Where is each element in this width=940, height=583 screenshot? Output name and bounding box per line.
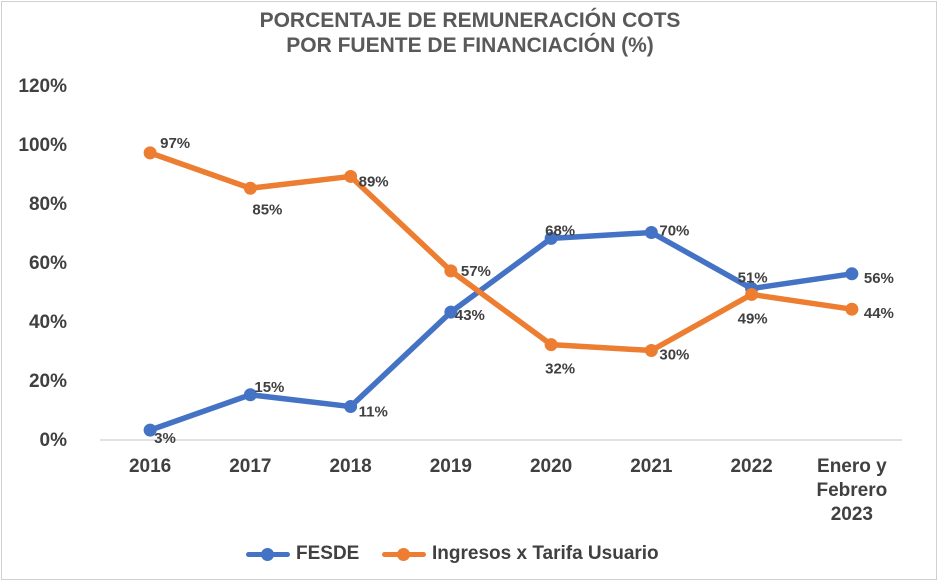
data-point-fesde — [644, 226, 658, 239]
x-tick-label: 2020 — [530, 456, 572, 477]
data-point-fesde — [243, 388, 257, 402]
y-tick-label: 20% — [29, 371, 67, 392]
legend-label-fesde: FESDE — [296, 543, 360, 564]
chart-title-line-1: PORCENTAJE DE REMUNERACIÓN COTS — [259, 9, 681, 32]
data-point-ingresos-x-tarifa-usuario — [143, 146, 157, 160]
x-tick-label: 2019 — [430, 456, 472, 477]
chart-title: PORCENTAJE DE REMUNERACIÓN COTS POR FUEN… — [0, 8, 940, 58]
y-axis: 0% 20% 40% 60% 80% 100% 120% — [18, 76, 67, 451]
data-point-ingresos-x-tarifa-usuario — [243, 181, 257, 195]
data-point-ingresos-x-tarifa-usuario — [745, 287, 759, 301]
data-label-fesde: 70% — [659, 223, 689, 240]
data-label-fesde: 56% — [864, 270, 894, 287]
data-label-fesde: 11% — [359, 404, 388, 421]
data-point-fesde — [143, 423, 157, 437]
legend-marker-fesde — [261, 547, 274, 561]
data-point-ingresos-x-tarifa-usuario — [344, 169, 358, 183]
data-point-fesde — [845, 267, 859, 281]
data-label-ingresos-x-tarifa-usuario: 97% — [160, 135, 190, 152]
legend-item-fesde: FESDE — [246, 541, 359, 567]
legend-item-ingresos: Ingresos x Tarifa Usuario — [382, 541, 659, 567]
data-point-ingresos-x-tarifa-usuario — [544, 338, 558, 352]
data-label-ingresos-x-tarifa-usuario: 49% — [738, 310, 768, 327]
data-label-ingresos-x-tarifa-usuario: 89% — [359, 173, 389, 190]
y-tick-label: 80% — [29, 194, 67, 215]
x-tick-label: Enero y Febrero 2023 — [817, 456, 888, 525]
data-point-ingresos-x-tarifa-usuario — [845, 302, 859, 316]
legend-marker-ingresos — [397, 547, 410, 561]
data-label-fesde: 43% — [455, 307, 485, 324]
legend-label-ingresos: Ingresos x Tarifa Usuario — [432, 543, 659, 564]
data-label-ingresos-x-tarifa-usuario: 57% — [461, 263, 491, 280]
y-tick-label: 100% — [18, 135, 67, 156]
data-point-ingresos-x-tarifa-usuario — [644, 344, 658, 357]
data-label-layer: 3% 15% 11% 43% 68% 70% 51% 56% 97% 85% 89% 57% 32% 30… — [154, 135, 894, 447]
y-tick-label: 60% — [29, 253, 67, 274]
data-label-ingresos-x-tarifa-usuario: 85% — [252, 201, 282, 218]
data-point-fesde — [344, 400, 358, 414]
data-label-fesde: 51% — [738, 270, 768, 287]
legend-swatch-fesde — [246, 547, 290, 561]
series-line-ingresos-x-tarifa-usuario — [147, 150, 855, 354]
series-layer — [143, 146, 859, 437]
data-label-ingresos-x-tarifa-usuario: 44% — [864, 305, 894, 322]
y-tick-label: 120% — [18, 76, 67, 97]
data-point-fesde — [544, 231, 558, 245]
chart-title-line-2: POR FUENTE DE FINANCIACIÓN (%) — [286, 34, 654, 57]
x-tick-label: 2016 — [129, 456, 171, 477]
data-label-ingresos-x-tarifa-usuario: 32% — [545, 361, 575, 378]
x-tick-label: 2018 — [329, 456, 371, 477]
data-label-fesde: 68% — [545, 222, 575, 239]
data-label-fesde: 3% — [154, 430, 176, 447]
y-tick-label: 40% — [29, 312, 67, 333]
x-axis: 2016 2017 2018 2019 2020 2021 2022 Enero y Febre… — [100, 439, 902, 525]
x-tick-label: 2022 — [730, 456, 772, 477]
data-label-fesde: 15% — [254, 379, 284, 396]
x-tick-label: 2021 — [630, 456, 673, 477]
data-point-ingresos-x-tarifa-usuario — [444, 264, 458, 278]
y-tick-label: 0% — [40, 430, 68, 451]
data-point-fesde — [444, 305, 458, 319]
x-tick-label: 2017 — [229, 456, 271, 477]
legend: FESDE Ingresos x Tarifa Usuario — [0, 541, 940, 567]
legend-swatch-ingresos — [382, 547, 426, 561]
data-label-ingresos-x-tarifa-usuario: 30% — [659, 347, 689, 364]
series-line-fesde — [147, 229, 855, 433]
